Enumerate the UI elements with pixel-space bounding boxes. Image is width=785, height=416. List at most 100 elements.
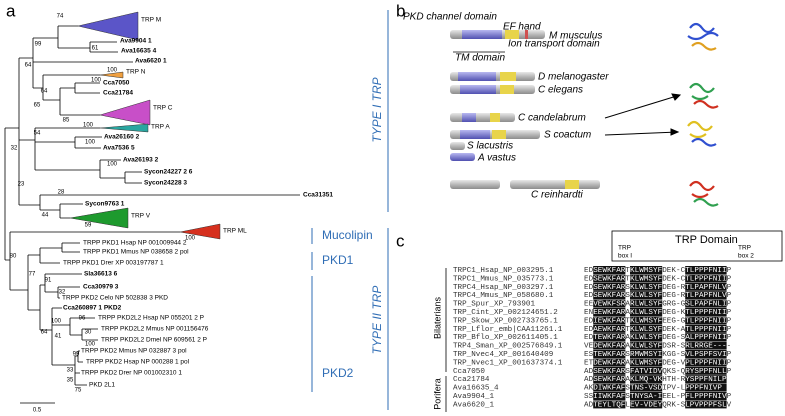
leaf-label: TRP N <box>126 69 146 76</box>
bootstrap-value: 100 <box>91 78 102 84</box>
leaf-label: TRPP PKD2 Drer NP 001002310 1 <box>81 370 182 377</box>
highlight <box>593 350 626 358</box>
sequence: EDIEWKFARTKLWMSYFEEG-GTLPPPFNIIP <box>584 317 732 325</box>
box-label: TRP <box>738 245 751 252</box>
bootstrap-value: 100 <box>185 236 196 242</box>
bootstrap-value: 100 <box>107 162 118 168</box>
bootstrap-value: 54 <box>34 131 41 137</box>
highlight <box>630 341 663 350</box>
sequence: EDSEWKFARSKLWLSYFDEG-RTLPAPFNLVP <box>584 284 732 292</box>
bootstrap-value: 32 <box>11 146 18 152</box>
highlight <box>685 392 727 400</box>
legend-label: Ion transport domain <box>508 39 600 50</box>
highlight <box>630 375 663 384</box>
sequence: EDAEWKFARTKLWLSYFDEK-ATLPPPFNIIP <box>584 326 732 334</box>
legend-label: EF hand <box>503 22 541 33</box>
group-label: Bilaterians <box>432 296 442 339</box>
bootstrap-value: 32 <box>59 290 66 296</box>
sequence: ADSEWKFARSFATVIDVQKS-QRYSPPFNLLP <box>584 368 732 376</box>
sequence-name: TRP_Skow_XP_002733765.1 <box>453 317 558 325</box>
leaf-label: Cca31351 <box>303 192 333 199</box>
leaf-label: TRP A <box>151 124 170 131</box>
leaf-label: TRPP PKD2L2 Mmus NP 001156476 <box>101 326 209 333</box>
leaf-label: Sycon24227 2 6 <box>144 169 193 176</box>
species-label: S lacustris <box>467 141 513 152</box>
sequence: EDSEWKFARTKLWMSYFDEK-CTLPPPFNIIP <box>584 275 732 283</box>
bootstrap-value: 33 <box>67 368 74 374</box>
leaf-label: Sla36613 6 <box>84 271 118 278</box>
leaf-label: TRPP PKD1 Drer XP 003197787 1 <box>63 260 164 267</box>
sequence-name: Ava9904_1 <box>453 393 494 401</box>
sequence-name: TRP_Spur_XP_793901 <box>453 301 535 309</box>
bootstrap-value: 99 <box>35 42 42 48</box>
clade-triangle <box>99 123 149 133</box>
sequence-name: TRPC1_Hsap_NP_003295.1 <box>453 267 554 275</box>
gene-diagrams <box>450 30 600 189</box>
highlight <box>630 308 663 316</box>
highlight <box>685 308 727 316</box>
highlight <box>685 324 727 333</box>
highlight <box>593 341 626 350</box>
sequence-name: TRPC4_Mmus_NP_058680.1 <box>453 292 554 300</box>
highlight <box>630 392 663 400</box>
sequence-name: TRP_Nvec1_XP_001637374.1 <box>453 359 563 367</box>
clade-label: PKD2 <box>322 366 354 380</box>
panel-label: c <box>396 231 405 250</box>
highlight <box>685 316 727 325</box>
highlight <box>593 282 626 291</box>
highlight <box>593 392 626 400</box>
bootstrap-value: 100 <box>107 68 118 74</box>
leaf-label: TRPP PKD2 Mmus NP 032887 3 pol <box>81 348 187 355</box>
clade-triangle <box>69 207 129 229</box>
highlight <box>630 358 663 367</box>
highlight <box>685 291 727 300</box>
bootstrap-value: 100 <box>85 342 96 348</box>
highlight <box>593 324 626 333</box>
bootstrap-value: 96 <box>79 316 86 322</box>
panel-label: b <box>396 1 405 20</box>
leaf-label: TRPP PKD2 Celo NP 502838 3 PKD <box>62 295 168 302</box>
leaf-label: Ava26160 2 <box>104 134 140 141</box>
bootstrap-value: 59 <box>85 223 92 229</box>
leaf-label: TRPP PKD2L2 Dmel NP 609561 2 P <box>101 337 207 344</box>
highlight <box>593 358 626 367</box>
leaf-label: TRP ML <box>223 228 247 235</box>
sequence-name: Cca7050 <box>453 368 485 376</box>
sequence-name: TRP_Bflo_XP_002611405.1 <box>453 334 558 342</box>
arrows <box>604 93 682 136</box>
species-label: C elegans <box>538 85 583 96</box>
bootstrap-value: 99 <box>73 352 80 358</box>
species-label: C reinhardti <box>531 190 583 201</box>
species-label: C candelabrum <box>518 113 586 124</box>
leaf-label: Cca7050 <box>103 80 130 87</box>
highlight <box>593 308 626 316</box>
clade-brackets <box>311 10 389 410</box>
highlight <box>593 333 626 342</box>
highlight <box>630 266 663 274</box>
scale-label: 0.5 <box>33 408 42 414</box>
leaf-label: Ava9904 1 <box>120 38 152 45</box>
panel-label: a <box>6 1 16 20</box>
leaf-label: Cca21784 <box>103 90 133 97</box>
bootstrap-value: 64 <box>41 89 48 95</box>
highlight <box>685 358 727 367</box>
highlight <box>685 341 727 350</box>
species-label: M musculus <box>549 31 602 42</box>
leaf-label: Ava7536 5 <box>103 145 135 152</box>
legend-label: TM domain <box>455 53 505 64</box>
sequence: ADSEWKFARAKLMQ-VKHTH-RYSPPFNILP <box>584 376 727 384</box>
sequence-name: TRP_Lflor_emb|CAA11261.1 <box>453 326 563 334</box>
highlight <box>685 274 727 283</box>
leaf-label: TRP V <box>131 213 151 220</box>
box-label: box I <box>618 253 632 260</box>
highlight <box>685 383 727 392</box>
leaf-label: TRPP PKD2 Hsap NP 000288 1 pol <box>86 359 190 366</box>
sequence-name: TRP4_Sman_XP_002576849.1 <box>453 343 563 351</box>
sequence-name: Ava16635_4 <box>453 385 499 393</box>
highlight <box>630 274 663 283</box>
sequence-name: TRPC4_Hsap_NP_003297.1 <box>453 284 554 292</box>
highlight <box>685 266 727 274</box>
clade-label: Mucolipin <box>322 228 373 242</box>
bootstrap-value: 35 <box>67 378 74 384</box>
sequence: SSIIWKFAFSTNYSA-IEEL-PFLPPPFNIVP <box>584 393 732 401</box>
